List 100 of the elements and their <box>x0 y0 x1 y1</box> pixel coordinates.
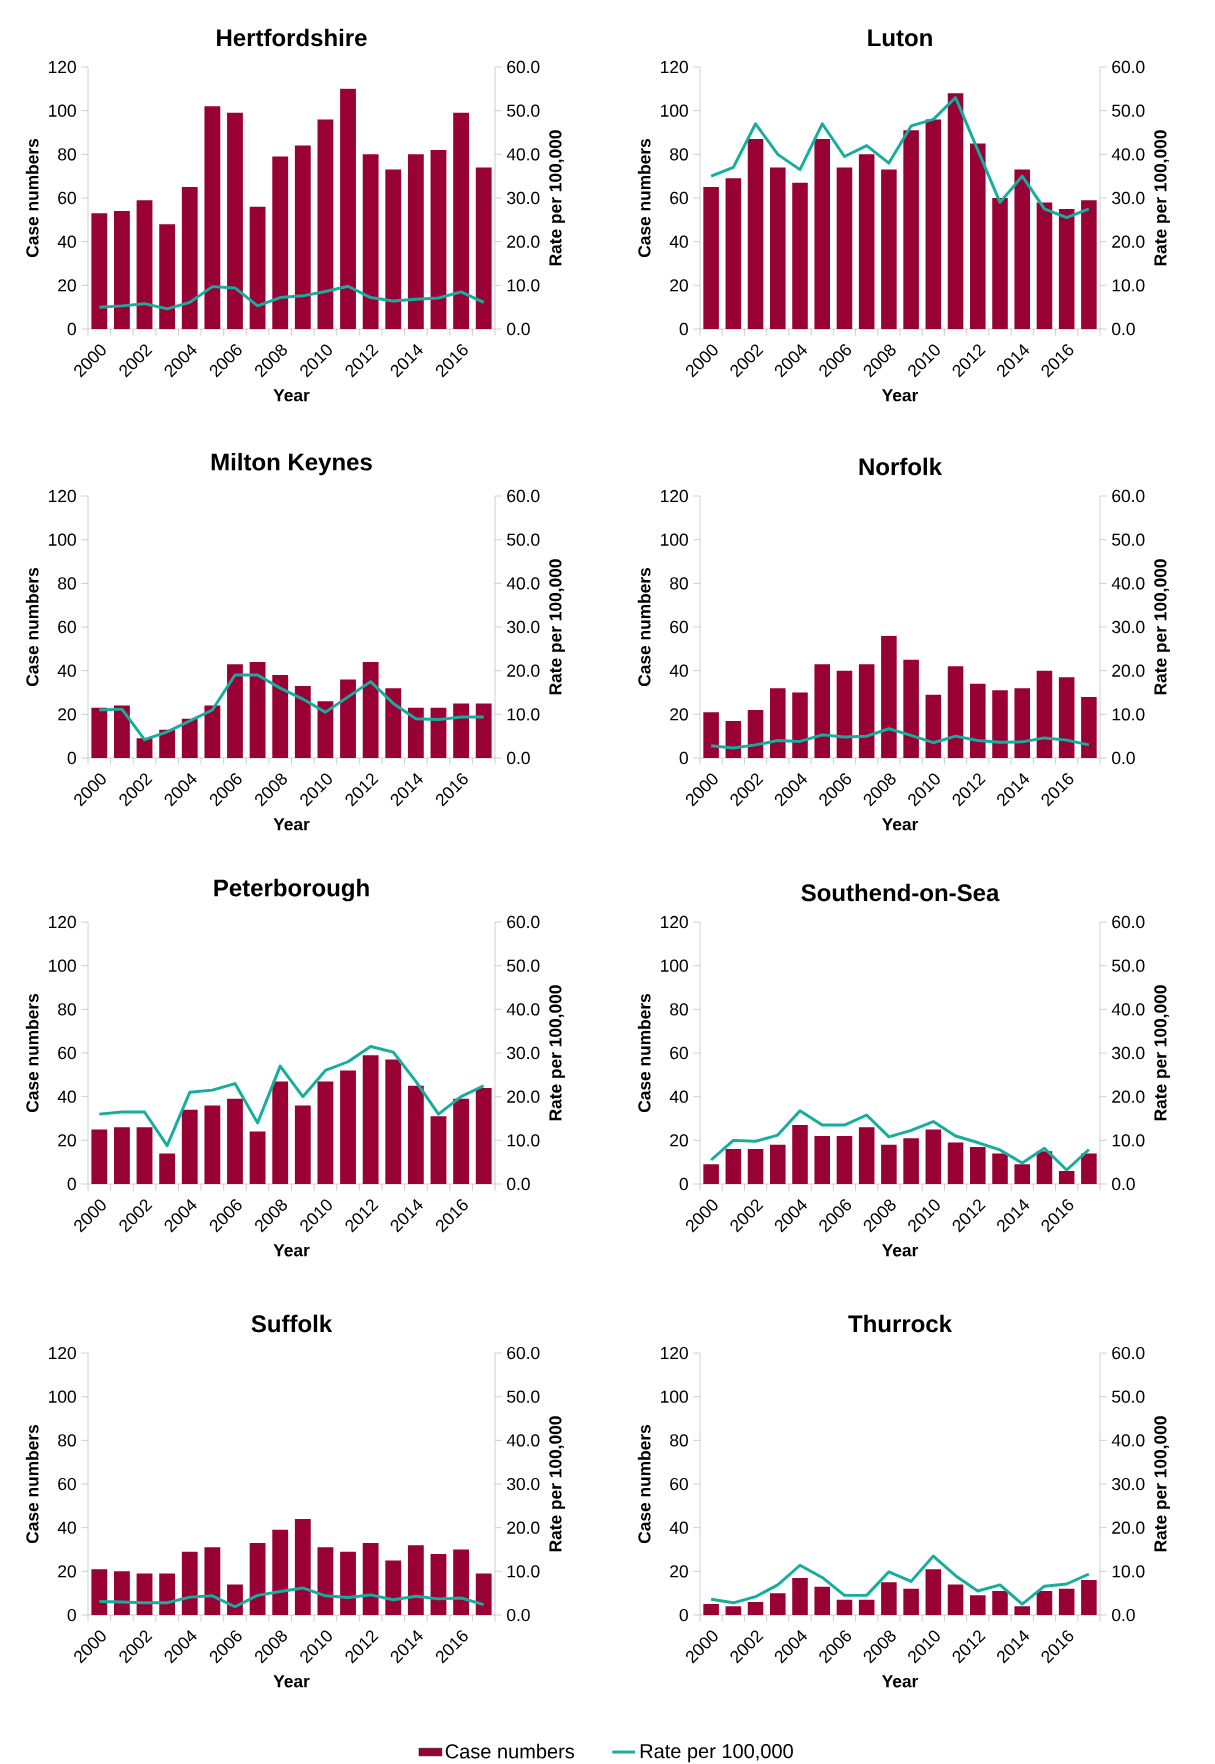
bar <box>114 705 130 759</box>
y2-tick-label: 0.0 <box>507 1608 530 1622</box>
bar <box>294 145 311 330</box>
y2-tick-label: 0.0 <box>507 322 530 336</box>
chart-title: Peterborough <box>214 878 369 902</box>
bar <box>814 1135 831 1185</box>
bar <box>992 690 1008 759</box>
bar <box>204 1105 221 1185</box>
bar <box>881 169 897 330</box>
bar <box>1081 1580 1097 1616</box>
y-tick-label: 0 <box>679 322 688 336</box>
bar <box>294 1105 311 1185</box>
bar <box>814 139 831 330</box>
y2-tick-label: 40.0 <box>506 148 540 161</box>
bar <box>227 1098 243 1185</box>
bar <box>1081 696 1097 759</box>
bar <box>903 130 919 330</box>
bar <box>136 200 153 330</box>
y2-tick-label: 40.0 <box>506 577 540 590</box>
y2-tick-label: 40.0 <box>506 1003 540 1016</box>
bar <box>317 701 334 759</box>
y-tick-label: 80 <box>58 148 76 161</box>
bar <box>159 729 176 759</box>
y-tick-label: 80 <box>670 1434 688 1447</box>
y2-tick-label: 10.0 <box>1112 708 1145 721</box>
y2-tick-label: 0.0 <box>1112 1177 1135 1191</box>
y2-axis-title: Rate per 100,000 <box>549 130 565 266</box>
bar <box>836 1599 853 1616</box>
bar <box>703 712 719 759</box>
bar <box>1081 200 1097 330</box>
y-tick-label: 100 <box>49 533 76 546</box>
y-tick-label: 80 <box>670 148 688 161</box>
bar <box>903 659 919 759</box>
bar <box>725 1606 742 1616</box>
y2-tick-label: 10.0 <box>507 279 540 292</box>
chart-title: Southend-on-Sea <box>801 883 1000 902</box>
bar <box>770 1144 786 1185</box>
y2-tick-label: 20.0 <box>507 1090 540 1103</box>
bar <box>407 707 424 759</box>
y-tick-label: 100 <box>49 104 76 117</box>
bar <box>385 1059 402 1185</box>
y2-axis-title: Rate per 100,000 <box>549 1416 565 1552</box>
y2-tick-label: 0.0 <box>507 1177 530 1191</box>
y-tick-label: 20 <box>58 279 76 292</box>
bar <box>407 1545 424 1616</box>
y2-tick-label: 50.0 <box>1112 959 1145 972</box>
bar <box>430 1553 447 1616</box>
chart-title: Luton <box>868 29 932 47</box>
bar <box>407 154 424 330</box>
y-tick-label: 60 <box>58 620 76 634</box>
bar <box>992 198 1008 330</box>
bar <box>703 1604 719 1616</box>
chart-title: Milton Keynes <box>211 452 372 476</box>
bar <box>407 1085 424 1185</box>
x-axis-title: Year <box>881 1244 919 1257</box>
y2-tick-label: 40.0 <box>1111 577 1145 590</box>
bar <box>792 692 808 759</box>
bar <box>91 1569 108 1616</box>
bar <box>340 1551 356 1616</box>
bar <box>181 1109 198 1185</box>
y-axis-title: Case numbers <box>25 1425 39 1544</box>
y2-tick-label: 50.0 <box>507 104 540 117</box>
bar <box>430 149 447 330</box>
bar <box>858 664 875 759</box>
bar <box>1036 1151 1053 1185</box>
bar <box>970 1146 986 1185</box>
y-tick-label: 100 <box>661 1390 688 1403</box>
bar <box>181 1551 198 1616</box>
bar <box>159 1573 176 1616</box>
bar <box>1014 1606 1031 1616</box>
y2-tick-label: 20.0 <box>1112 235 1145 248</box>
y-tick-label: 80 <box>58 1434 76 1447</box>
y-tick-label: 0 <box>679 751 688 765</box>
bar <box>903 1138 919 1185</box>
y-tick-label: 20 <box>58 1134 76 1147</box>
line-series <box>709 1109 1091 1172</box>
y2-axis-title: Rate per 100,000 <box>1154 1416 1170 1552</box>
y-axis-title: Case numbers <box>637 568 651 687</box>
bar <box>1058 677 1075 759</box>
y-tick-label: 40 <box>669 235 688 248</box>
bar <box>181 187 198 330</box>
bar <box>747 1149 764 1185</box>
y2-axis-title: Rate per 100,000 <box>1154 985 1170 1121</box>
y2-tick-label: 10.0 <box>1112 1565 1145 1578</box>
y2-axis-title: Rate per 100,000 <box>1154 130 1170 266</box>
y2-tick-label: 20.0 <box>1112 664 1145 677</box>
y-tick-label: 20 <box>670 708 688 721</box>
bar <box>249 1542 266 1616</box>
bar <box>925 1129 942 1185</box>
bar <box>249 206 266 330</box>
bar <box>317 1081 334 1185</box>
y2-tick-label: 0.0 <box>507 751 530 765</box>
legend-label: Rate per 100,000 <box>640 1744 793 1763</box>
bar <box>294 1518 311 1616</box>
bar <box>992 1591 1008 1616</box>
y2-tick-label: 60.0 <box>507 60 540 74</box>
y-tick-label: 40 <box>57 235 76 248</box>
y-tick-label: 0 <box>67 1608 76 1622</box>
y-tick-label: 100 <box>661 533 688 546</box>
y-tick-label: 0 <box>67 751 76 765</box>
